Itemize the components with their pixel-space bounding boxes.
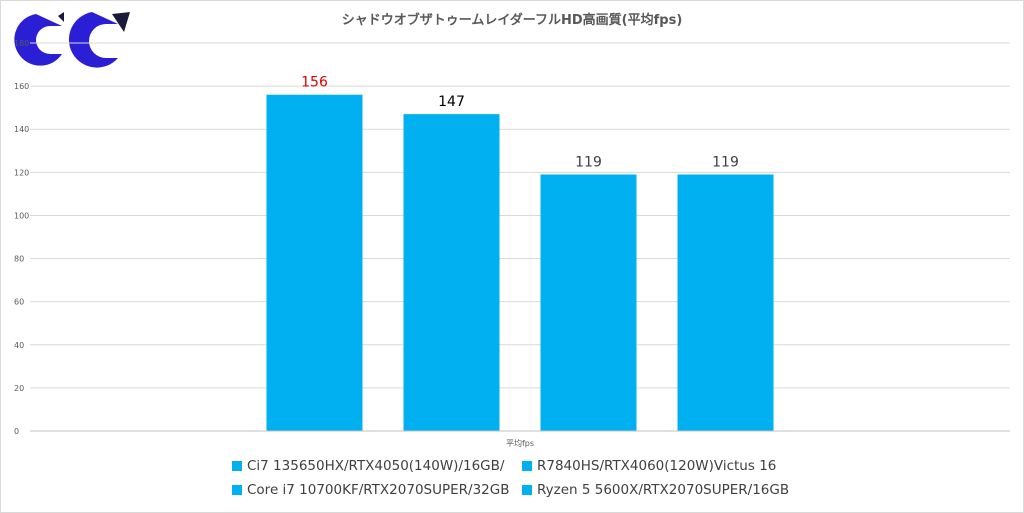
legend-item: R7840HS/RTX4060(120W)Victus 16 (522, 458, 822, 474)
bar (403, 114, 500, 431)
y-tick-label: 20 (14, 384, 24, 393)
y-tick-label: 180 (14, 39, 29, 48)
legend: Ci7 135650HX/RTX4050(140W)/16GB/R7840HS/… (232, 458, 832, 498)
y-tick-label: 0 (14, 427, 19, 436)
data-label: 147 (438, 94, 465, 110)
y-tick-label: 40 (14, 341, 24, 350)
legend-item: Core i7 10700KF/RTX2070SUPER/32GB (232, 482, 522, 498)
legend-item: Ci7 135650HX/RTX4050(140W)/16GB/ (232, 458, 522, 474)
y-tick-label: 60 (14, 298, 24, 307)
y-tick-label: 120 (14, 168, 29, 177)
legend-label: R7840HS/RTX4060(120W)Victus 16 (537, 458, 777, 474)
data-labels: 156 147 119 119 (301, 75, 739, 171)
y-tick-label: 160 (14, 82, 29, 91)
chart-title: シャドウオブザトゥームレイダーフルHD高画質(平均fps) (342, 12, 683, 28)
bars (266, 94, 774, 431)
legend-swatch (232, 485, 242, 495)
data-label: 119 (575, 154, 602, 170)
data-label: 156 (301, 75, 328, 91)
gridlines (30, 42, 1010, 389)
y-tick-label: 140 (14, 125, 29, 134)
bar (266, 94, 363, 431)
legend-label: Ci7 135650HX/RTX4050(140W)/16GB/ (247, 458, 505, 474)
legend-label: Core i7 10700KF/RTX2070SUPER/32GB (247, 482, 510, 498)
legend-swatch (522, 485, 532, 495)
y-tick-label: 80 (14, 255, 24, 264)
data-label: 119 (712, 154, 739, 170)
legend-item: Ryzen 5 5600X/RTX2070SUPER/16GB (522, 482, 822, 498)
legend-label: Ryzen 5 5600X/RTX2070SUPER/16GB (537, 482, 790, 498)
y-tick-label: 100 (14, 211, 29, 220)
x-category-label: 平均fps (506, 438, 534, 448)
bar (677, 174, 774, 431)
y-axis-ticks: 0 20 40 60 80 100 120 140 160 180 (14, 39, 29, 436)
cc-logo-icon (14, 12, 130, 68)
legend-swatch (522, 461, 532, 471)
legend-swatch (232, 461, 242, 471)
bar (540, 174, 637, 431)
